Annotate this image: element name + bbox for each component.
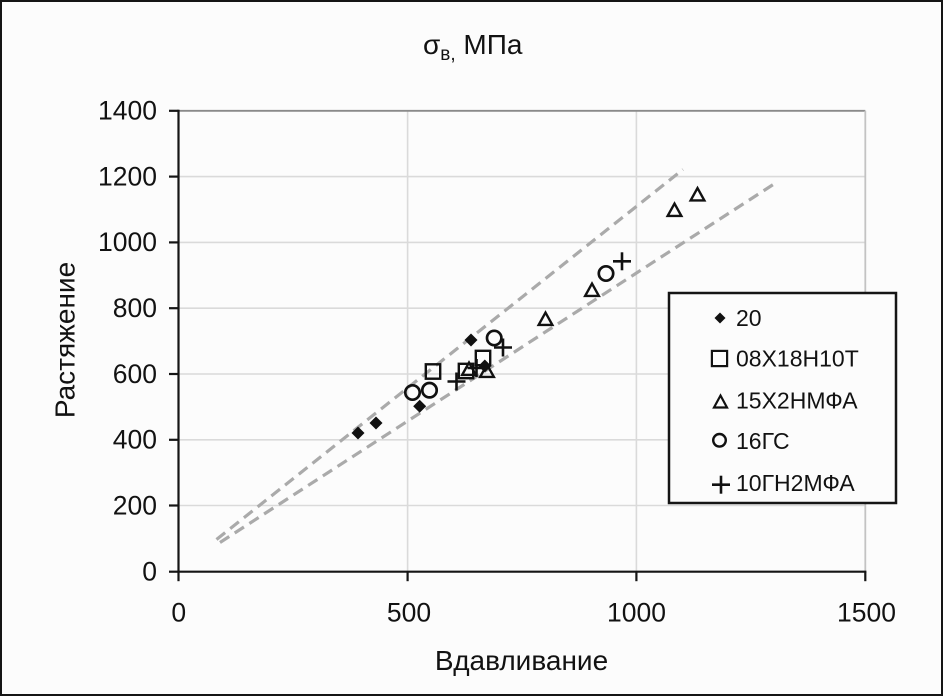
- svg-text:800: 800: [113, 293, 157, 323]
- svg-text:Растяжение: Растяжение: [50, 262, 81, 418]
- svg-text:σв, МПа: σв, МПа: [423, 29, 523, 65]
- svg-text:1000: 1000: [607, 598, 666, 628]
- svg-text:500: 500: [387, 598, 431, 628]
- svg-text:15Х2НМФА: 15Х2НМФА: [736, 388, 858, 414]
- svg-text:1200: 1200: [98, 161, 157, 191]
- svg-text:16ГС: 16ГС: [736, 428, 790, 454]
- svg-text:10ГН2МФА: 10ГН2МФА: [736, 470, 855, 496]
- svg-text:0: 0: [171, 598, 186, 628]
- svg-text:0: 0: [142, 557, 157, 587]
- svg-text:200: 200: [113, 490, 157, 520]
- svg-text:20: 20: [736, 305, 762, 331]
- svg-text:1500: 1500: [837, 598, 896, 628]
- svg-text:400: 400: [113, 425, 157, 455]
- svg-text:600: 600: [113, 359, 157, 389]
- svg-text:Вдавливание: Вдавливание: [435, 645, 608, 676]
- svg-text:08Х18Н10Т: 08Х18Н10Т: [736, 345, 859, 371]
- svg-text:1400: 1400: [98, 96, 157, 126]
- svg-text:1000: 1000: [98, 227, 157, 257]
